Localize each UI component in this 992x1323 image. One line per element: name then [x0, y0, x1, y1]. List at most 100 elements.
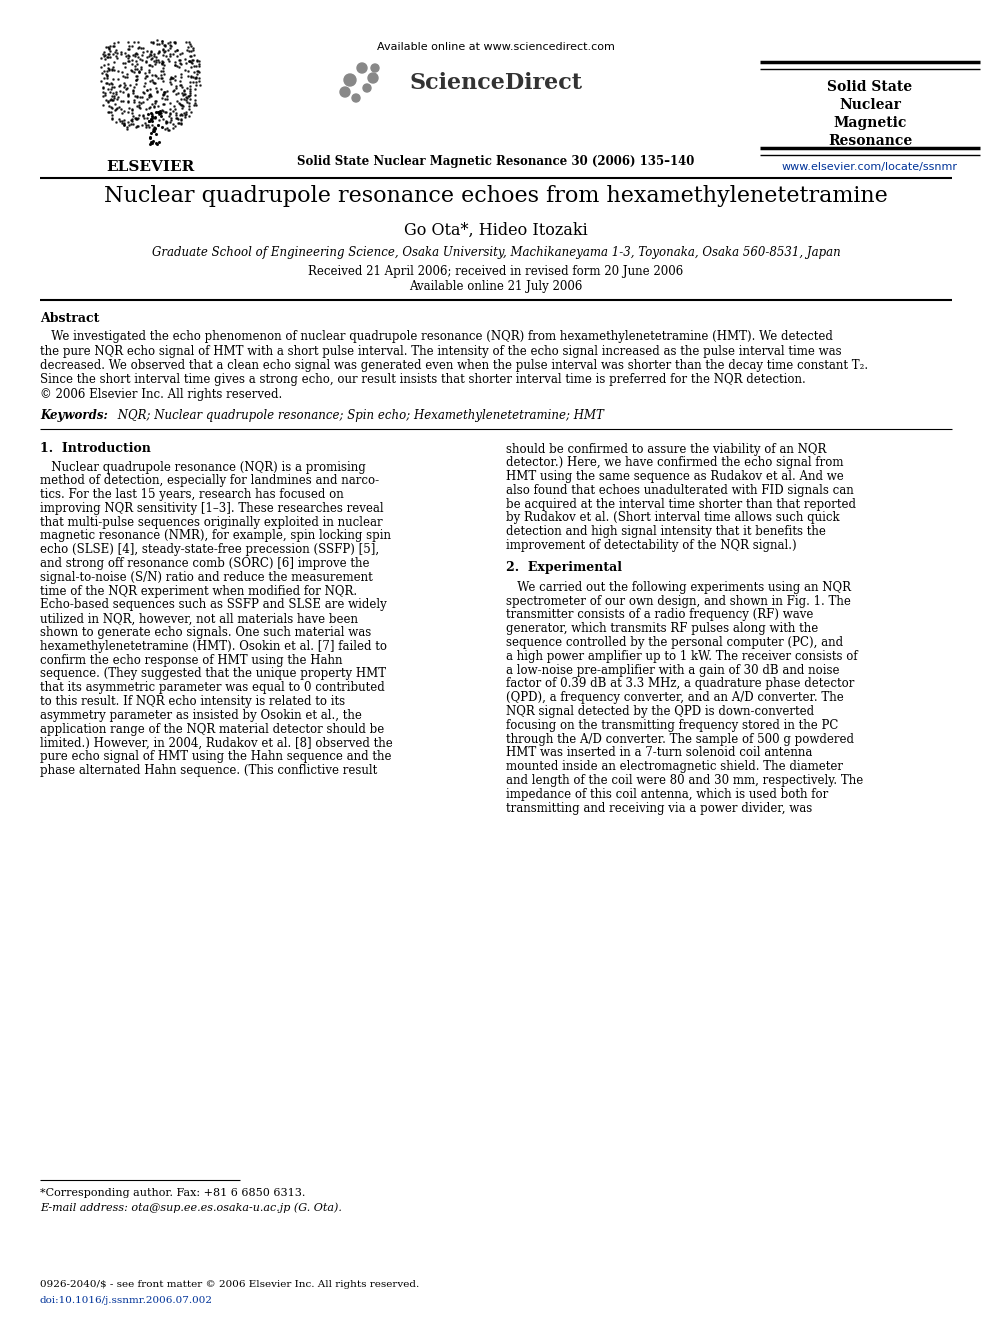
Point [131, 61, 147, 82]
Point [119, 116, 135, 138]
Point [129, 69, 145, 90]
Point [113, 41, 129, 62]
Point [186, 37, 201, 58]
Point [190, 56, 206, 77]
Point [100, 37, 116, 58]
Circle shape [363, 83, 371, 93]
Point [134, 50, 150, 71]
Point [153, 78, 169, 99]
Point [131, 94, 147, 115]
Point [123, 60, 139, 81]
Point [162, 99, 178, 120]
Point [111, 75, 127, 97]
Text: We carried out the following experiments using an NQR: We carried out the following experiments… [506, 581, 851, 594]
Point [165, 67, 181, 89]
Text: through the A/D converter. The sample of 500 g powdered: through the A/D converter. The sample of… [506, 733, 854, 746]
Point [183, 40, 198, 61]
Point [163, 46, 179, 67]
Point [136, 107, 152, 128]
Point [147, 65, 163, 86]
Point [157, 82, 173, 103]
Point [182, 46, 197, 67]
Point [118, 78, 134, 99]
Point [154, 67, 170, 89]
Point [127, 85, 143, 106]
Point [131, 37, 147, 58]
Point [187, 93, 203, 114]
Point [191, 67, 207, 89]
Text: that multi-pulse sequences originally exploited in nuclear: that multi-pulse sequences originally ex… [40, 516, 383, 529]
Text: © 2006 Elsevier Inc. All rights reserved.: © 2006 Elsevier Inc. All rights reserved… [40, 388, 283, 401]
Point [148, 54, 164, 75]
Text: 1.  Introduction: 1. Introduction [40, 442, 151, 455]
Point [145, 120, 161, 142]
Point [141, 114, 157, 135]
Point [189, 49, 205, 70]
Point [183, 52, 198, 73]
Point [120, 85, 136, 106]
Point [149, 101, 165, 122]
Point [96, 67, 112, 89]
Text: Since the short interval time gives a strong echo, our result insists that short: Since the short interval time gives a st… [40, 373, 806, 386]
Point [173, 114, 188, 135]
Point [170, 112, 186, 134]
Point [144, 65, 160, 86]
Point [157, 64, 173, 85]
Point [163, 66, 179, 87]
Point [124, 110, 140, 131]
Point [163, 103, 179, 124]
Point [130, 95, 146, 116]
Point [166, 95, 182, 116]
Point [143, 102, 159, 123]
Point [143, 131, 159, 152]
Point [156, 82, 172, 103]
Point [145, 71, 161, 93]
Point [155, 108, 171, 130]
Point [98, 37, 114, 58]
Text: method of detection, especially for landmines and narco-: method of detection, especially for land… [40, 475, 379, 487]
Point [108, 83, 124, 105]
Point [138, 99, 154, 120]
Text: transmitter consists of a radio frequency (RF) wave: transmitter consists of a radio frequenc… [506, 609, 813, 622]
Point [94, 62, 110, 83]
Point [150, 95, 166, 116]
Point [121, 50, 137, 71]
Point [104, 60, 120, 81]
Point [151, 49, 167, 70]
Point [186, 56, 202, 77]
Point [100, 53, 116, 74]
Point [161, 49, 177, 70]
Point [150, 115, 166, 136]
Point [183, 78, 198, 99]
Point [182, 50, 197, 71]
Point [114, 110, 130, 131]
Point [121, 36, 137, 57]
Point [103, 101, 119, 122]
Point [154, 103, 170, 124]
Point [143, 49, 159, 70]
Point [135, 82, 151, 103]
Point [143, 123, 159, 144]
Point [140, 79, 156, 101]
Point [170, 82, 186, 103]
Point [94, 44, 110, 65]
Point [122, 74, 138, 95]
Point [94, 77, 110, 98]
Point [111, 74, 127, 95]
Point [169, 78, 185, 99]
Point [144, 69, 160, 90]
Point [165, 81, 181, 102]
Point [151, 52, 167, 73]
Point [170, 40, 186, 61]
Point [118, 46, 134, 67]
Point [168, 70, 184, 91]
Point [172, 49, 187, 70]
Text: Go Ota*, Hideo Itozaki: Go Ota*, Hideo Itozaki [404, 222, 588, 239]
Point [180, 36, 195, 57]
Point [189, 61, 205, 82]
Point [175, 105, 190, 126]
Point [182, 95, 197, 116]
Point [129, 70, 145, 91]
Point [164, 110, 180, 131]
Point [181, 93, 196, 114]
